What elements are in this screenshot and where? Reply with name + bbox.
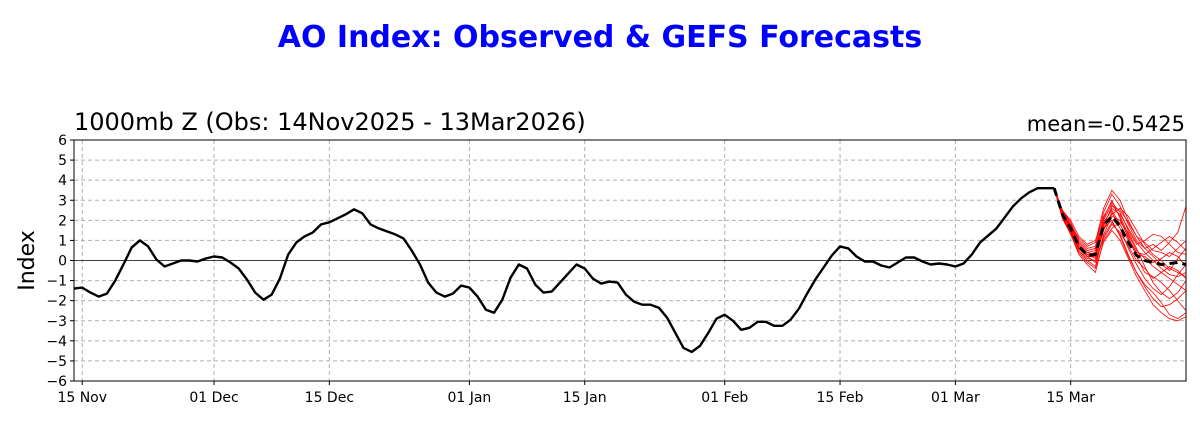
y-axis: −6 −5 −4 −3 −2 −1 0 1 2 3 4 5 6	[46, 133, 74, 390]
y-tick-label: 4	[58, 173, 67, 189]
mean-annotation: mean=-0.5425	[1026, 112, 1185, 136]
ensemble-member-line	[1053, 188, 1187, 320]
y-tick-label: −3	[46, 314, 67, 330]
x-tick-label: 01 Feb	[701, 390, 748, 406]
y-axis-label: Index	[15, 230, 40, 291]
chart-subtitle: 1000mb Z (Obs: 14Nov2025 - 13Mar2026)	[74, 108, 586, 136]
y-tick-label: 0	[58, 254, 67, 270]
y-tick-label: −6	[46, 374, 67, 390]
ensemble-member-line	[1053, 188, 1187, 257]
ensemble-member-line	[1053, 188, 1187, 300]
x-tick-label: 01 Mar	[931, 390, 980, 406]
y-tick-label: −2	[46, 294, 67, 310]
x-tick-label: 15 Nov	[57, 390, 107, 406]
x-tick-label: 15 Mar	[1046, 390, 1095, 406]
y-tick-label: 6	[58, 133, 67, 149]
observed-line	[73, 187, 1055, 354]
forecast-mean-line	[1052, 187, 1187, 266]
y-tick-label: 5	[58, 153, 67, 169]
x-axis: 15 Nov 01 Dec 15 Dec 01 Jan 15 Jan 01 Feb 15 F…	[57, 381, 1095, 406]
ensemble-member-line	[1053, 188, 1187, 322]
y-tick-label: −4	[46, 334, 67, 350]
x-tick-label: 15 Jan	[563, 390, 607, 406]
y-tick-label: 1	[58, 233, 67, 249]
y-tick-label: −1	[46, 274, 67, 290]
y-tick-label: 3	[58, 193, 67, 209]
x-tick-label: 01 Dec	[189, 390, 238, 406]
ensemble-member-line	[1053, 188, 1187, 255]
y-tick-label: 2	[58, 213, 67, 229]
x-tick-label: 15 Feb	[817, 390, 864, 406]
ensemble-member-line	[1053, 188, 1187, 255]
y-tick-label: −5	[46, 354, 67, 370]
chart-title: AO Index: Observed & GEFS Forecasts	[277, 20, 923, 55]
series-lines	[73, 187, 1187, 354]
x-tick-label: 15 Dec	[305, 390, 354, 406]
x-tick-label: 01 Jan	[447, 390, 491, 406]
